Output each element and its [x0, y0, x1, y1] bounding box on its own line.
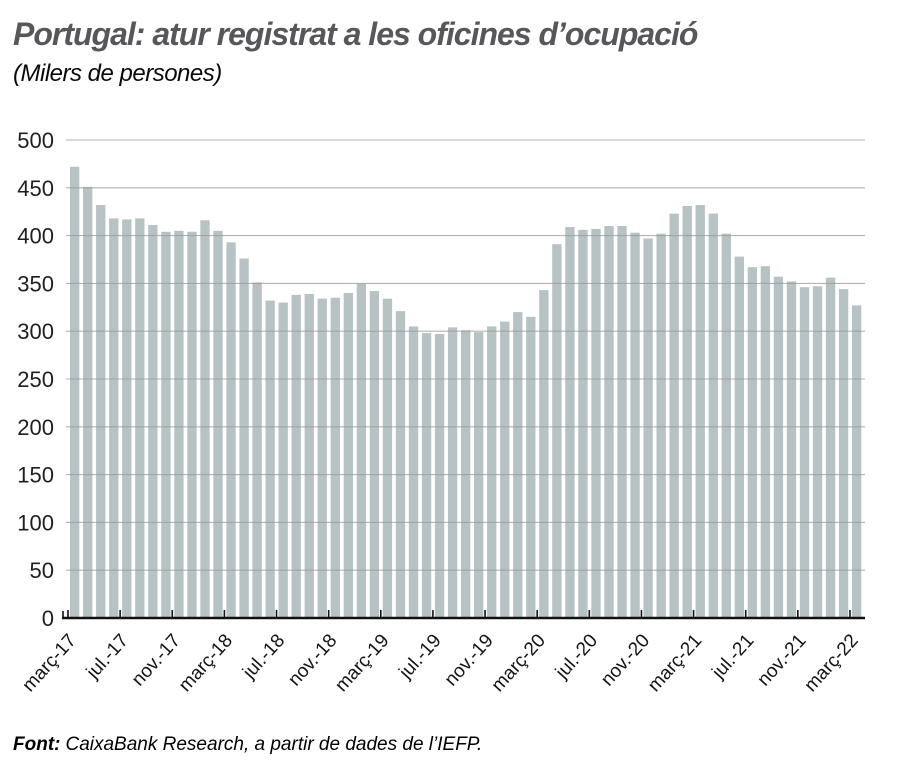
- bar: [161, 231, 171, 618]
- bar: [278, 302, 288, 618]
- bar: [760, 266, 771, 618]
- bar: [799, 287, 810, 618]
- bar: [617, 226, 627, 618]
- source-text: CaixaBank Research, a partir de dades de…: [65, 734, 483, 755]
- x-tick-label: març-21: [644, 630, 706, 696]
- bar: [265, 300, 275, 618]
- x-tick-label: jul.-17: [82, 630, 133, 683]
- x-tick-label: març-17: [18, 630, 80, 696]
- bars: [70, 166, 862, 619]
- bar: [786, 281, 797, 618]
- chart-title: Portugal: atur registrat a les oficines …: [13, 16, 698, 52]
- bar: [317, 298, 327, 618]
- bar: [70, 166, 80, 618]
- x-tick-label: març-20: [488, 630, 550, 696]
- bar: [252, 282, 262, 618]
- bar: [213, 230, 223, 618]
- x-tick-label: jul.-21: [708, 630, 759, 683]
- x-tick-label: març-19: [331, 630, 393, 696]
- bar: [539, 290, 549, 618]
- source-note: Font: CaixaBank Research, a partir de dad…: [13, 734, 482, 756]
- bar: [239, 258, 249, 618]
- bar: [721, 233, 731, 618]
- x-tick-label: març-22: [800, 630, 862, 696]
- bar: [500, 321, 510, 618]
- source-label: Font:: [13, 734, 61, 755]
- gridlines: [66, 139, 865, 571]
- bar: [591, 228, 601, 618]
- bar: [408, 326, 419, 618]
- y-tick-label: 100: [17, 510, 54, 535]
- bar: [552, 244, 562, 618]
- bar: [135, 218, 145, 618]
- bar: [109, 218, 119, 618]
- bar: [434, 334, 445, 618]
- bar: [487, 326, 497, 618]
- bar: [734, 256, 744, 618]
- y-tick-label: 450: [17, 176, 54, 201]
- bar: [187, 231, 197, 618]
- bar: [578, 229, 588, 619]
- bar: [708, 213, 718, 619]
- bar: [343, 292, 354, 618]
- bar: [825, 277, 836, 618]
- bar: [747, 267, 758, 618]
- bar: [669, 213, 679, 619]
- x-tick-label: març-18: [175, 630, 237, 696]
- bar: [96, 205, 106, 618]
- bar: [304, 293, 314, 618]
- x-tick-label: jul.-18: [238, 630, 289, 683]
- bar: [643, 238, 653, 618]
- x-tick-label: jul.-19: [395, 630, 446, 683]
- bar: [369, 291, 380, 618]
- bar: [851, 305, 862, 618]
- bar: [838, 289, 849, 618]
- bar: [773, 276, 784, 618]
- bar: [356, 283, 367, 618]
- bar: [565, 227, 575, 618]
- bar: [630, 232, 640, 618]
- y-tick-label: 300: [17, 319, 54, 344]
- bar: [174, 230, 184, 618]
- bar: [382, 298, 393, 618]
- bar: [200, 220, 210, 619]
- y-axis-labels: 0 50 100 150 200 250 300 350 400 450 500: [17, 128, 54, 631]
- bar: [421, 333, 432, 618]
- y-tick-label: 250: [17, 367, 54, 392]
- bar: [226, 242, 236, 618]
- y-tick-label: 0: [42, 606, 54, 631]
- bar: [330, 297, 340, 618]
- bar: [395, 311, 406, 618]
- y-tick-label: 50: [30, 558, 54, 583]
- bar: [122, 219, 132, 618]
- bar: [447, 327, 458, 618]
- x-tick-label: jul.-20: [551, 630, 602, 683]
- y-tick-label: 150: [17, 463, 54, 488]
- chart-subtitle: (Milers de persones): [13, 60, 222, 87]
- y-tick-label: 350: [17, 271, 54, 296]
- bar: [656, 233, 666, 618]
- bar: [812, 286, 823, 618]
- y-tick-label: 500: [17, 128, 54, 153]
- bar: [604, 226, 614, 618]
- bar: [148, 225, 158, 618]
- bar: [695, 205, 705, 618]
- y-tick-label: 200: [17, 415, 54, 440]
- bar: [526, 316, 536, 618]
- bar: [682, 205, 692, 618]
- bar: [513, 312, 523, 618]
- bar: [291, 294, 301, 618]
- y-tick-label: 400: [17, 224, 54, 249]
- bar: [83, 186, 93, 618]
